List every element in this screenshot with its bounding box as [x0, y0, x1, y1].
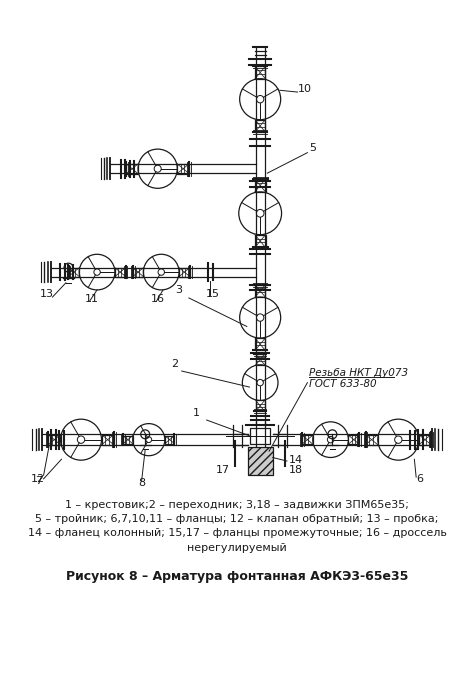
- Bar: [250, 428, 270, 444]
- Text: 5 – тройник; 6,7,10,11 – фланцы; 12 – клапан обратный; 13 – пробка;: 5 – тройник; 6,7,10,11 – фланцы; 12 – кл…: [35, 514, 439, 524]
- Text: 17: 17: [216, 464, 230, 475]
- Bar: [177, 164, 189, 173]
- Text: 8: 8: [138, 478, 145, 488]
- Text: 5: 5: [309, 143, 316, 153]
- Text: 1: 1: [193, 408, 201, 418]
- Bar: [255, 338, 265, 351]
- Text: 1 – крестовик;2 – переходник; 3,18 – задвижки ЗПМ65е35;: 1 – крестовик;2 – переходник; 3,18 – зад…: [65, 500, 409, 510]
- Text: 14 – фланец колонный; 15,17 – фланцы промежуточные; 16 – дроссель: 14 – фланец колонный; 15,17 – фланцы про…: [27, 528, 447, 538]
- Text: 11: 11: [84, 294, 99, 305]
- Text: 18: 18: [289, 464, 303, 475]
- Bar: [255, 400, 264, 411]
- Text: 3: 3: [175, 284, 182, 294]
- Text: 6: 6: [416, 475, 423, 485]
- Bar: [365, 435, 378, 445]
- Bar: [255, 235, 265, 248]
- Bar: [126, 164, 138, 173]
- Text: 12: 12: [31, 475, 45, 485]
- Bar: [69, 267, 79, 277]
- Bar: [101, 435, 114, 445]
- Bar: [248, 447, 273, 475]
- Text: 7: 7: [35, 476, 42, 486]
- Text: 10: 10: [298, 84, 311, 94]
- Text: нерегулируемый: нерегулируемый: [187, 542, 287, 552]
- Text: Рисунок 8 – Арматура фонтанная АФКЭ3-65е35: Рисунок 8 – Арматура фонтанная АФКЭ3-65е…: [66, 569, 408, 582]
- Text: 13: 13: [40, 289, 54, 299]
- Bar: [115, 267, 126, 277]
- Bar: [419, 435, 431, 445]
- Bar: [179, 267, 190, 277]
- Text: ГОСТ 633-80: ГОСТ 633-80: [309, 379, 377, 389]
- Bar: [302, 435, 313, 444]
- Bar: [255, 179, 265, 192]
- Bar: [255, 120, 265, 132]
- Text: 16: 16: [151, 294, 164, 305]
- Bar: [255, 285, 265, 297]
- Bar: [255, 66, 265, 79]
- Bar: [348, 435, 359, 444]
- Bar: [165, 436, 174, 443]
- Bar: [255, 354, 264, 365]
- Text: 15: 15: [206, 289, 220, 299]
- Bar: [133, 267, 144, 277]
- Text: 2: 2: [171, 359, 178, 368]
- Text: 14: 14: [289, 455, 303, 465]
- Bar: [123, 436, 133, 443]
- Bar: [48, 435, 61, 445]
- Text: Резьба НКТ Ду073: Резьба НКТ Ду073: [309, 368, 408, 378]
